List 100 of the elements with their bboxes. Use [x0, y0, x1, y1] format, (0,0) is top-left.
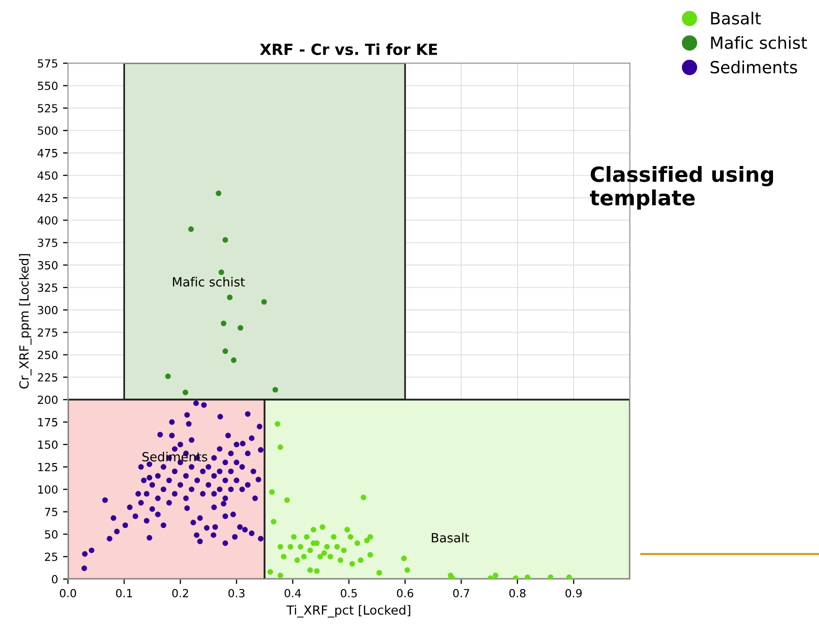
y-tick-label: 375 [38, 238, 58, 248]
y-tick-label: 300 [38, 306, 58, 314]
y-tick-label: 575 [38, 59, 58, 68]
point [222, 348, 228, 354]
legend-label: Mafic schist [711, 36, 807, 50]
y-tick-label: 25 [44, 552, 58, 561]
y-tick-label: 275 [38, 328, 58, 337]
point [330, 534, 337, 540]
y-tick-label: 350 [38, 261, 58, 270]
y-tick-label: 475 [38, 149, 58, 158]
point [218, 269, 224, 276]
point [261, 299, 267, 305]
y-tick-label: 0 [52, 575, 58, 584]
point [267, 569, 274, 575]
point [278, 572, 284, 578]
chart-title: XRF - Cr vs. Ti for KE [260, 43, 437, 56]
point [354, 540, 360, 546]
point [298, 544, 304, 550]
y-tick-label: 50 [44, 530, 58, 539]
y-tick-label: 100 [38, 485, 58, 494]
x-tick-label: 0.5 [340, 588, 357, 598]
x-tick-label: 0.6 [396, 588, 414, 598]
x-tick-label: 0.1 [116, 588, 132, 598]
x-tick-label: 0.0 [60, 588, 76, 598]
legend-label: Sediments [710, 60, 798, 74]
point [367, 552, 374, 558]
y-tick-label: 175 [38, 418, 58, 426]
point [284, 497, 290, 503]
point [348, 534, 354, 540]
point [227, 294, 233, 300]
point [182, 390, 188, 396]
x-tick-label: 0.9 [566, 588, 582, 598]
point [488, 575, 494, 580]
point [349, 561, 356, 567]
point [272, 386, 278, 393]
point [294, 557, 300, 563]
point [338, 557, 344, 563]
point [165, 374, 171, 380]
point [367, 534, 374, 540]
point [278, 544, 284, 550]
point [358, 557, 364, 563]
point [376, 570, 382, 576]
point [278, 444, 284, 450]
y-tick-label: 400 [38, 216, 58, 225]
point [269, 489, 275, 495]
y-tick-label: 525 [38, 104, 58, 112]
point [401, 556, 407, 562]
y-axis-title: Cr_XRF_ppm [Locked] [19, 254, 32, 389]
point [566, 574, 572, 580]
point [317, 554, 324, 560]
y-tick-label: 225 [38, 373, 58, 382]
point [364, 538, 370, 544]
point [280, 554, 286, 560]
point [492, 572, 498, 578]
y-tick-label: 325 [38, 283, 58, 292]
y-tick-label: 75 [45, 508, 58, 516]
y-tick-label: 550 [38, 82, 58, 90]
x-tick-label: 0.8 [509, 588, 526, 598]
point [274, 421, 280, 427]
point [301, 554, 307, 560]
point [230, 357, 236, 363]
point [270, 518, 276, 524]
point [344, 526, 350, 532]
point [324, 544, 330, 550]
point [307, 567, 313, 573]
point [404, 567, 410, 573]
point [524, 574, 530, 580]
x-tick-label: 0.4 [284, 588, 301, 598]
point [291, 534, 297, 540]
point [310, 526, 316, 532]
point [360, 494, 366, 500]
x-tick-label: 0.2 [172, 588, 188, 598]
annotation: Mafic schist [172, 276, 245, 287]
x-tick-label: 0.7 [453, 588, 470, 598]
annotation: Basalt [432, 532, 470, 542]
point [304, 534, 310, 540]
legend-label: Basalt [711, 12, 761, 25]
x-axis-title: Ti_XRF_pct [Locked] [286, 605, 410, 618]
point [334, 544, 340, 550]
x-tick-label: 0.3 [228, 588, 244, 598]
y-tick-label: 425 [38, 194, 58, 202]
point [328, 554, 334, 560]
y-tick-label: 250 [38, 350, 58, 360]
point [238, 325, 244, 331]
point [314, 568, 320, 574]
point [321, 550, 327, 556]
point [220, 320, 226, 326]
y-tick-label: 450 [38, 171, 58, 180]
y-tick-label: 150 [38, 440, 58, 449]
annotation: Classified using template [590, 166, 773, 210]
y-tick-label: 500 [38, 126, 58, 135]
y-tick-label: 200 [38, 396, 58, 404]
point [288, 544, 294, 550]
point [188, 226, 194, 232]
point [548, 574, 554, 580]
point [216, 190, 222, 196]
point [222, 237, 228, 243]
point [320, 524, 326, 530]
y-tick-label: 125 [38, 462, 58, 472]
point [341, 548, 347, 554]
